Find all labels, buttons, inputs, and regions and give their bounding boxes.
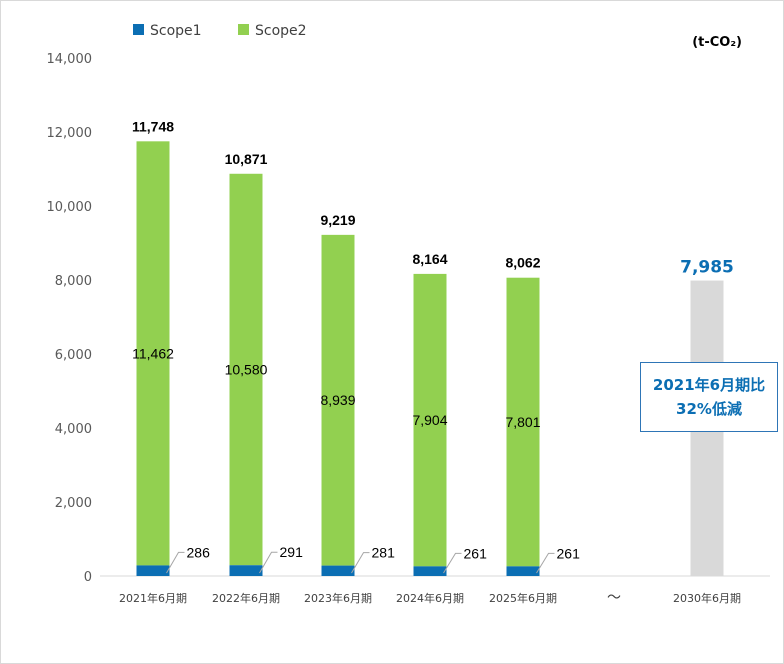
scope1-value-label: 291 (280, 544, 304, 560)
total-value-label: 10,871 (225, 151, 268, 167)
x-category-label: 2030年6月期 (673, 591, 741, 605)
bar-scope1 (413, 566, 447, 576)
bar-scope2 (506, 277, 540, 567)
y-tick-label: 10,000 (47, 200, 93, 215)
total-value-label: 8,164 (412, 251, 447, 267)
y-tick-label: 6,000 (55, 348, 92, 363)
y-tick-label: 12,000 (47, 126, 93, 141)
scope1-value-label: 286 (187, 544, 211, 560)
legend-swatch-scope2 (238, 24, 249, 35)
scope1-value-label: 261 (464, 545, 488, 561)
x-category-label: 2022年6月期 (212, 591, 280, 605)
legend-label-scope1: Scope1 (150, 23, 202, 39)
total-value-label: 8,062 (505, 255, 540, 271)
x-category-label: 2024年6月期 (396, 591, 464, 605)
legend-swatch-scope1 (133, 24, 144, 35)
total-value-label: 9,219 (320, 212, 355, 228)
scope2-value-label: 7,904 (412, 412, 447, 428)
bar-scope2 (413, 273, 447, 567)
callout-line-1: 2021年6月期比 (652, 376, 766, 394)
bar-scope1 (506, 566, 540, 576)
bar-scope1 (321, 565, 355, 576)
bar-scope1 (136, 565, 170, 576)
target-value-label: 7,985 (680, 258, 734, 278)
bar-scope2 (136, 141, 170, 566)
scope1-value-label: 281 (372, 545, 396, 561)
scope1-value-label: 261 (557, 545, 581, 561)
scope2-value-label: 11,462 (132, 345, 174, 361)
scope2-value-label: 7,801 (505, 414, 540, 430)
scope2-value-label: 10,580 (225, 362, 268, 378)
reduction-callout: 2021年6月期比 32%低減 (640, 362, 778, 432)
x-category-label: 2021年6月期 (119, 591, 187, 605)
bar-scope2 (229, 173, 263, 566)
scope1-leader-line (259, 551, 278, 574)
scope1-leader-line (536, 552, 555, 574)
x-category-label: 2025年6月期 (489, 591, 557, 605)
bar-scope2 (321, 234, 355, 566)
unit-label: (t-CO₂) (692, 35, 742, 50)
total-value-label: 11,748 (132, 118, 174, 134)
callout-line-2: 32%低減 (676, 400, 742, 418)
y-tick-label: 2,000 (55, 496, 92, 511)
scope2-value-label: 8,939 (320, 392, 355, 408)
bar-scope1 (229, 565, 263, 576)
legend-label-scope2: Scope2 (255, 23, 307, 39)
axis-break-label: 〜 (607, 590, 621, 606)
scope1-leader-line (443, 552, 462, 574)
x-category-label: 2023年6月期 (304, 591, 372, 605)
scope1-leader-line (166, 551, 185, 574)
scope1-leader-line (351, 552, 370, 574)
y-tick-label: 4,000 (55, 422, 92, 437)
y-tick-label: 8,000 (55, 274, 92, 289)
y-tick-label: 14,000 (47, 52, 93, 67)
y-tick-label: 0 (84, 570, 92, 585)
